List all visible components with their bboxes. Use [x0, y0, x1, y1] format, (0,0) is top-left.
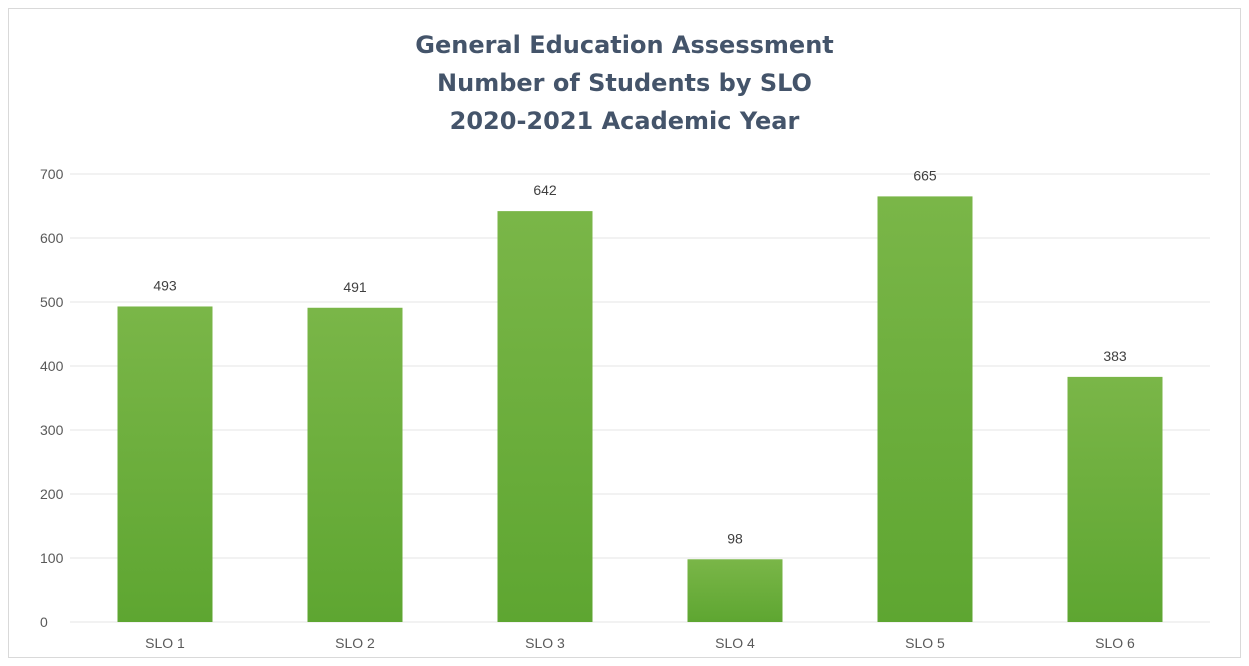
- y-tick-label: 200: [40, 486, 64, 502]
- y-tick-label: 0: [40, 614, 48, 630]
- y-tick-label: 700: [40, 166, 64, 182]
- chart-title-line-3: 2020-2021 Academic Year: [449, 107, 800, 135]
- y-tick-label: 400: [40, 358, 64, 374]
- x-category-label: SLO 2: [335, 635, 375, 651]
- data-label: 493: [153, 277, 177, 293]
- data-label: 383: [1103, 348, 1127, 364]
- y-tick-label: 100: [40, 550, 64, 566]
- bars: [117, 196, 1163, 622]
- x-category-label: SLO 6: [1095, 635, 1135, 651]
- data-label: 491: [343, 279, 367, 295]
- data-label: 98: [727, 530, 743, 546]
- x-category-label: SLO 5: [905, 635, 945, 651]
- bar-slo-4: [687, 559, 783, 622]
- y-tick-label: 300: [40, 422, 64, 438]
- x-category-label: SLO 1: [145, 635, 185, 651]
- bar-slo-5: [877, 196, 973, 622]
- x-category-label: SLO 3: [525, 635, 565, 651]
- bar-slo-2: [307, 307, 403, 622]
- y-tick-label: 500: [40, 294, 64, 310]
- x-axis-category-labels: SLO 1 SLO 2 SLO 3 SLO 4 SLO 5 SLO 6: [145, 635, 1135, 651]
- bar-slo-3: [497, 211, 593, 622]
- data-label: 642: [533, 182, 557, 198]
- y-axis-tick-labels: 0 100 200 300 400 500 600 700: [40, 166, 64, 630]
- chart-frame: [8, 8, 1241, 658]
- data-labels: 493 491 642 98 665 383: [153, 167, 1127, 546]
- bar-slo-1: [117, 306, 213, 622]
- chart-title-line-2: Number of Students by SLO: [437, 69, 812, 97]
- chart-title-line-1: General Education Assessment: [415, 31, 834, 59]
- bar-slo-6: [1067, 376, 1163, 622]
- x-category-label: SLO 4: [715, 635, 755, 651]
- data-label: 665: [913, 167, 937, 183]
- y-tick-label: 600: [40, 230, 64, 246]
- gridlines: [70, 173, 1210, 623]
